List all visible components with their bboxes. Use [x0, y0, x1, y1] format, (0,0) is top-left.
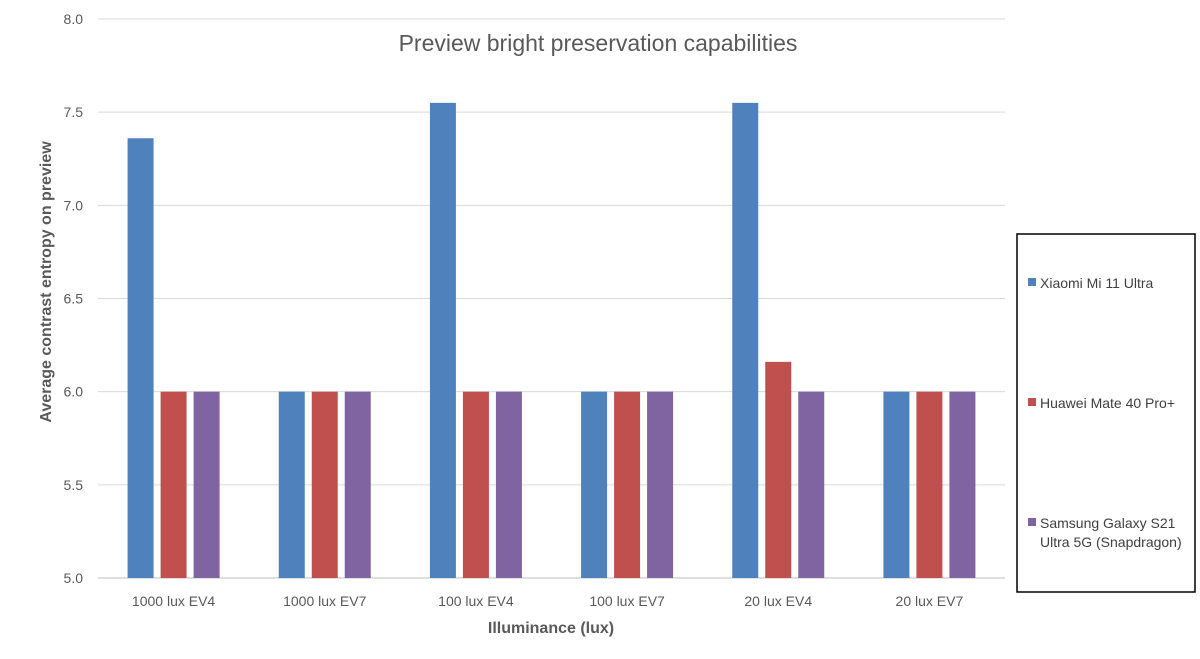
bar-3-3	[495, 391, 522, 578]
bar-2-3	[462, 391, 489, 578]
bar-1-2	[278, 391, 305, 578]
x-tick-label: 100 lux EV4	[438, 593, 514, 609]
legend-swatch	[1028, 278, 1036, 286]
bar-2-6	[916, 391, 943, 578]
bar-3-5	[798, 391, 825, 578]
legend-box	[1016, 233, 1196, 593]
bar-3-2	[344, 391, 371, 578]
bar-3-1	[193, 391, 220, 578]
y-tick-label: 7.0	[64, 197, 84, 213]
bar-2-1	[160, 391, 187, 578]
bar-2-5	[765, 361, 792, 578]
legend: Xiaomi Mi 11 Ultra Huawei Mate 40 Pro+ Sam…	[1016, 233, 1196, 593]
y-tick-label: 8.0	[64, 11, 84, 27]
bar-1-6	[883, 391, 910, 578]
x-tick-label: 1000 lux EV7	[283, 593, 366, 609]
legend-swatch	[1028, 518, 1036, 526]
x-axis-title: Illuminance (lux)	[488, 620, 614, 637]
bar-3-6	[949, 391, 976, 578]
x-tick-label: 1000 lux EV4	[132, 593, 215, 609]
gridlines	[98, 18, 1005, 579]
legend-label: Xiaomi Mi 11 Ultra	[1040, 275, 1154, 291]
bars	[127, 102, 976, 578]
bar-2-2	[311, 391, 338, 578]
x-tick-label: 20 lux EV4	[744, 593, 812, 609]
x-tick-label: 100 lux EV7	[589, 593, 665, 609]
x-tick-label: 20 lux EV7	[896, 593, 964, 609]
bar-2-4	[614, 391, 641, 578]
y-tick-label: 6.0	[64, 384, 84, 400]
y-tick-label: 5.0	[64, 570, 84, 586]
bar-1-4	[581, 391, 608, 578]
y-tick-label: 6.5	[64, 291, 84, 307]
x-tick-labels: 1000 lux EV4 1000 lux EV7 100 lux EV4 100 l…	[132, 593, 964, 609]
y-axis-title: Average contrast entropy on preview	[38, 141, 55, 423]
legend-label: Samsung Galaxy S21 Ultra 5G (Snapdragon)	[1040, 515, 1182, 550]
bar-1-1	[127, 138, 154, 578]
y-tick-labels: 5.0 5.5 6.0 6.5 7.0 7.5 8.0	[64, 11, 84, 586]
y-tick-label: 7.5	[64, 104, 84, 120]
legend-label: Huawei Mate 40 Pro+	[1040, 395, 1175, 411]
y-tick-label: 5.5	[64, 477, 84, 493]
bar-1-5	[732, 102, 759, 578]
bar-3-4	[647, 391, 674, 578]
chart-title: Preview bright preservation capabilities	[399, 30, 798, 56]
bar-1-3	[429, 102, 456, 578]
legend-swatch	[1028, 398, 1036, 406]
